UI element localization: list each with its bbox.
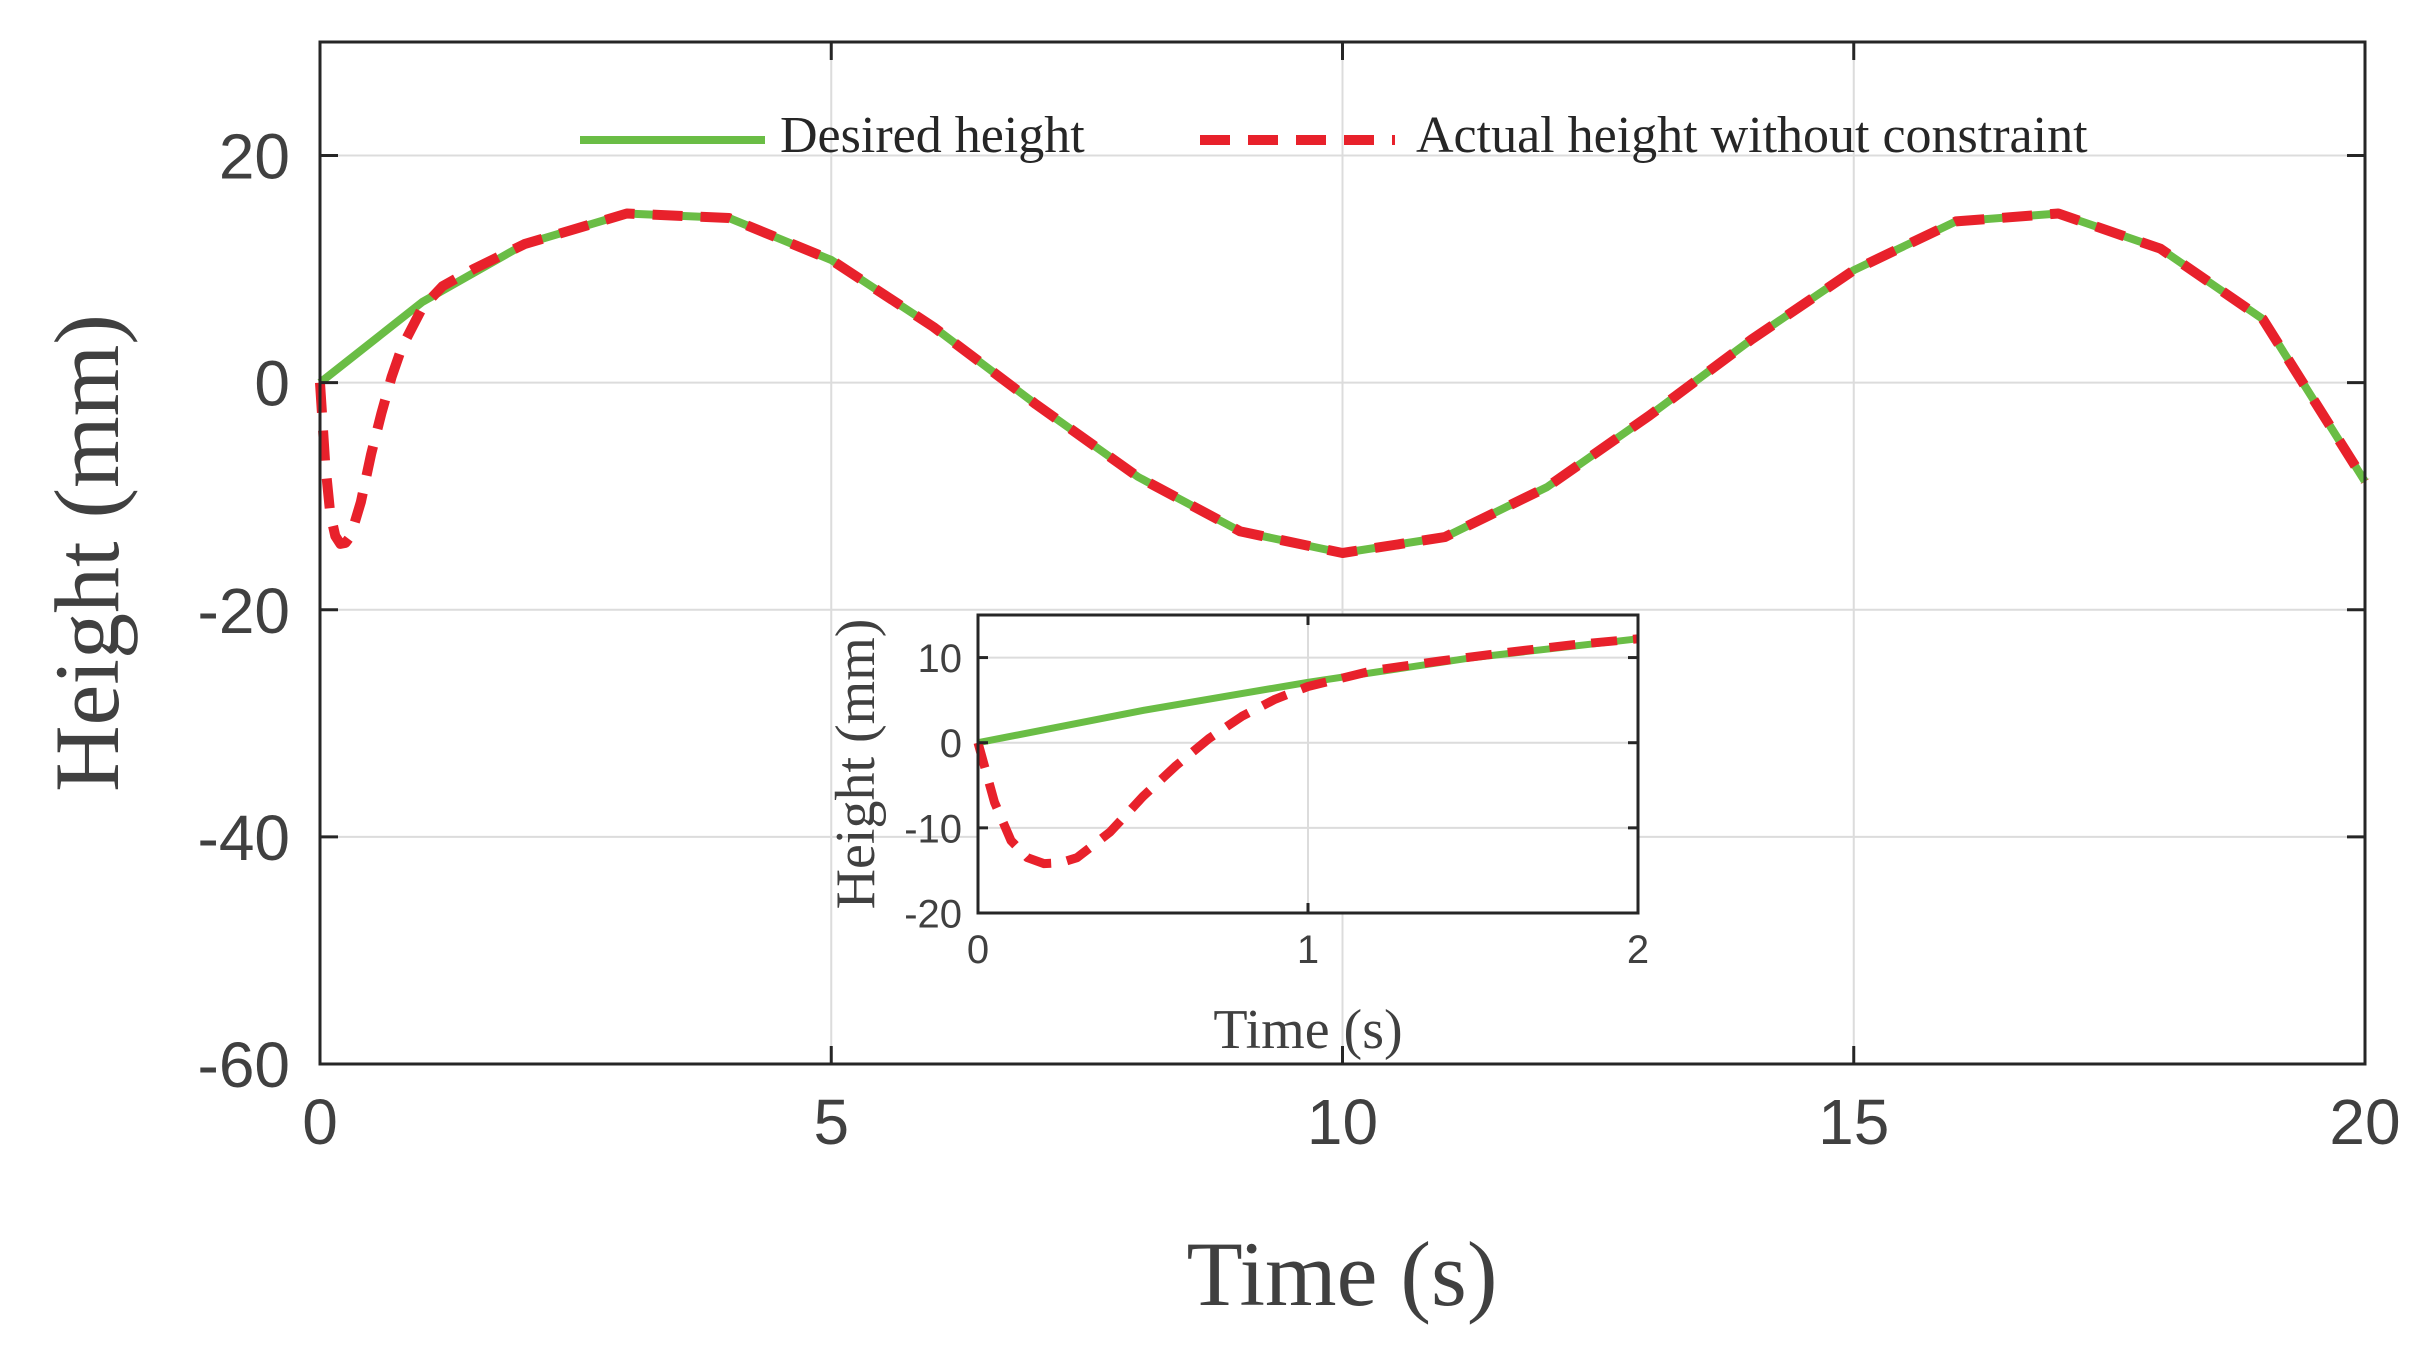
x-tick-label: 10 <box>1307 1086 1378 1158</box>
inset-x-axis-title: Time (s) <box>1213 999 1402 1061</box>
x-tick-label: 1 <box>1297 928 1319 972</box>
series-line-actual-height <box>315 208 2370 558</box>
legend-label-actual: Actual height without constraint <box>1416 107 2088 164</box>
main-grid <box>320 42 2365 1064</box>
x-tick-label: 5 <box>813 1086 849 1158</box>
x-tick-label: 0 <box>967 928 989 972</box>
y-tick-label: 0 <box>254 348 290 420</box>
main-series <box>315 208 2370 558</box>
y-tick-label: -10 <box>904 807 962 851</box>
y-tick-label: -20 <box>904 892 962 936</box>
legend: Desired height Actual height without con… <box>580 107 2088 164</box>
inset-ticks: 0 1 2 -20 -10 0 10 <box>904 615 1649 972</box>
main-x-axis-title: Time (s) <box>1187 1223 1498 1325</box>
main-y-axis-title: Height (mm) <box>36 314 138 792</box>
legend-label-desired: Desired height <box>780 107 1085 164</box>
y-tick-label: 10 <box>918 637 963 681</box>
inset-series <box>973 634 1639 869</box>
y-tick-label: -20 <box>198 575 291 647</box>
x-tick-label: 2 <box>1627 928 1649 972</box>
y-tick-label: 0 <box>940 722 962 766</box>
x-tick-label: 20 <box>2329 1086 2400 1158</box>
inset-y-axis-title: Height (mm) <box>825 619 887 910</box>
series-line-actual-height <box>973 634 1639 869</box>
y-tick-label: -40 <box>198 802 291 874</box>
y-tick-label: 20 <box>219 121 290 193</box>
y-tick-label: -60 <box>198 1029 291 1101</box>
inset-grid <box>978 615 1638 913</box>
x-tick-label: 0 <box>302 1086 338 1158</box>
x-tick-label: 15 <box>1818 1086 1889 1158</box>
